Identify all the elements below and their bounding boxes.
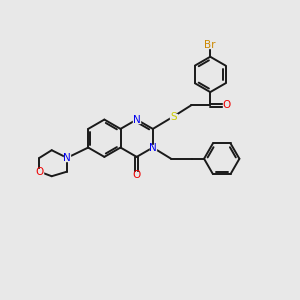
Bar — [223, 102, 230, 108]
Text: O: O — [222, 100, 231, 110]
Text: O: O — [133, 169, 141, 179]
Text: S: S — [170, 112, 177, 122]
Text: N: N — [149, 142, 157, 153]
Bar — [170, 114, 177, 119]
Text: N: N — [63, 153, 71, 163]
Bar — [36, 169, 43, 175]
Text: O: O — [35, 167, 44, 177]
Bar — [134, 117, 140, 122]
Bar — [64, 155, 70, 161]
Bar — [206, 42, 215, 48]
Text: N: N — [133, 115, 140, 124]
Text: Br: Br — [205, 40, 216, 50]
Bar — [150, 145, 156, 151]
Bar — [134, 172, 140, 178]
